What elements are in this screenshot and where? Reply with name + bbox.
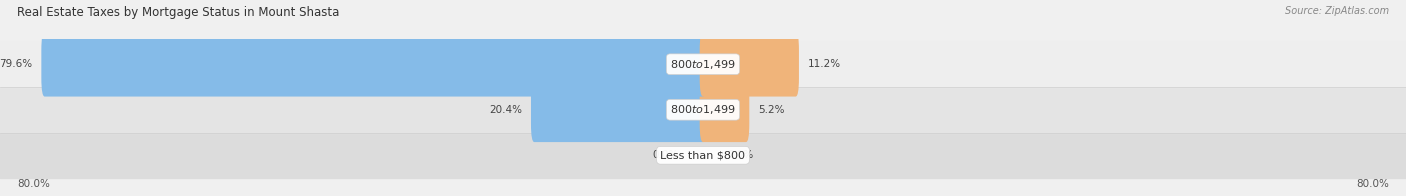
Text: 80.0%: 80.0% [1357, 179, 1389, 189]
FancyBboxPatch shape [700, 32, 799, 97]
Text: $800 to $1,499: $800 to $1,499 [671, 103, 735, 116]
FancyBboxPatch shape [700, 77, 749, 142]
FancyBboxPatch shape [41, 32, 706, 97]
Text: $800 to $1,499: $800 to $1,499 [671, 58, 735, 71]
Text: 80.0%: 80.0% [17, 179, 49, 189]
Bar [0, 132, 1406, 178]
Text: Less than $800: Less than $800 [661, 150, 745, 160]
FancyBboxPatch shape [531, 77, 706, 142]
Bar [0, 42, 1406, 87]
Text: 5.2%: 5.2% [758, 105, 785, 115]
Text: 79.6%: 79.6% [0, 59, 32, 69]
Text: Real Estate Taxes by Mortgage Status in Mount Shasta: Real Estate Taxes by Mortgage Status in … [17, 6, 339, 19]
Text: 20.4%: 20.4% [489, 105, 522, 115]
Text: Source: ZipAtlas.com: Source: ZipAtlas.com [1285, 6, 1389, 16]
Text: 0.0%: 0.0% [652, 150, 678, 160]
Text: 11.2%: 11.2% [808, 59, 841, 69]
Text: 0.0%: 0.0% [728, 150, 754, 160]
Bar [0, 87, 1406, 132]
